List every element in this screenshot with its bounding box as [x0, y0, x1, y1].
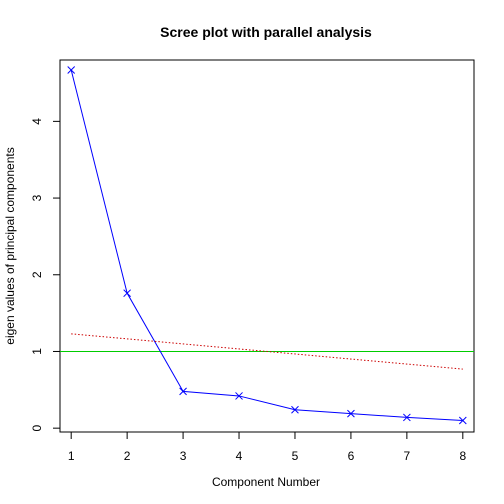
data-point-observed	[403, 413, 411, 422]
y-tick-label: 2	[30, 271, 44, 278]
series-line-parallel	[71, 333, 463, 370]
x-tick-label: 5	[292, 449, 299, 463]
y-tick-label: 4	[30, 118, 44, 125]
data-point-observed	[123, 289, 131, 298]
data-point-observed	[67, 66, 76, 74]
series-layer	[67, 66, 467, 425]
data-point-observed	[458, 416, 467, 425]
x-axis-label: Component Number	[212, 475, 320, 489]
y-tick-label: 3	[30, 194, 44, 201]
data-point-observed	[347, 409, 355, 418]
x-tick-label: 8	[459, 449, 466, 463]
x-tick-label: 4	[236, 449, 243, 463]
x-tick-label: 2	[124, 449, 131, 463]
chart-title: Scree plot with parallel analysis	[160, 24, 372, 40]
series-line-observed	[70, 69, 463, 421]
x-axis: 1 2 3 4 5 6 7 8	[68, 431, 466, 463]
y-axis: 0 1 2 3 4	[30, 118, 60, 432]
y-tick-label: 1	[30, 348, 44, 355]
x-tick-label: 1	[68, 449, 75, 463]
y-tick-label: 0	[30, 425, 44, 432]
x-tick-label: 6	[348, 449, 355, 463]
plot-frame	[59, 59, 475, 433]
y-axis-label: eigen values of principal components	[3, 147, 17, 344]
data-point-observed	[235, 392, 243, 400]
x-tick-label: 7	[404, 449, 411, 463]
x-tick-label: 3	[180, 449, 187, 463]
data-point-observed	[291, 405, 299, 414]
data-point-observed	[179, 387, 187, 396]
